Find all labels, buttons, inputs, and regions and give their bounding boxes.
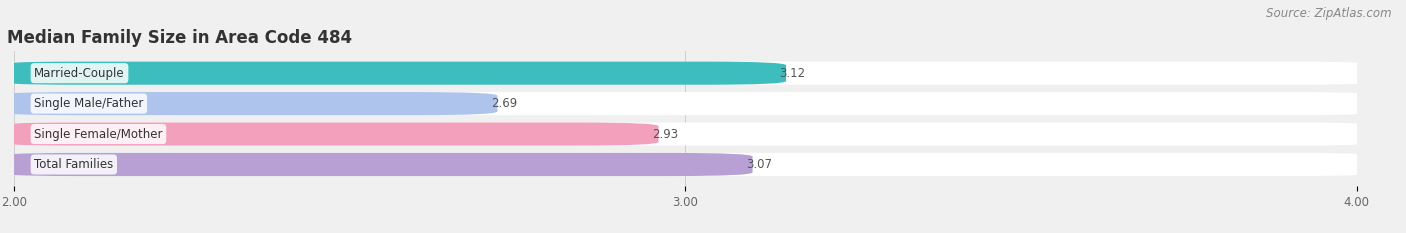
- FancyBboxPatch shape: [0, 62, 1376, 85]
- Text: 3.07: 3.07: [745, 158, 772, 171]
- Text: 3.12: 3.12: [779, 67, 806, 80]
- Text: Source: ZipAtlas.com: Source: ZipAtlas.com: [1267, 7, 1392, 20]
- Text: Single Male/Father: Single Male/Father: [34, 97, 143, 110]
- FancyBboxPatch shape: [0, 123, 658, 146]
- FancyBboxPatch shape: [0, 62, 786, 85]
- Text: 2.93: 2.93: [652, 127, 678, 140]
- Text: Median Family Size in Area Code 484: Median Family Size in Area Code 484: [7, 29, 353, 47]
- FancyBboxPatch shape: [0, 92, 498, 115]
- FancyBboxPatch shape: [0, 92, 1376, 115]
- Text: Single Female/Mother: Single Female/Mother: [34, 127, 163, 140]
- Text: Married-Couple: Married-Couple: [34, 67, 125, 80]
- FancyBboxPatch shape: [0, 153, 752, 176]
- Text: Total Families: Total Families: [34, 158, 114, 171]
- FancyBboxPatch shape: [0, 153, 1376, 176]
- Text: 2.69: 2.69: [491, 97, 517, 110]
- FancyBboxPatch shape: [0, 123, 1376, 146]
